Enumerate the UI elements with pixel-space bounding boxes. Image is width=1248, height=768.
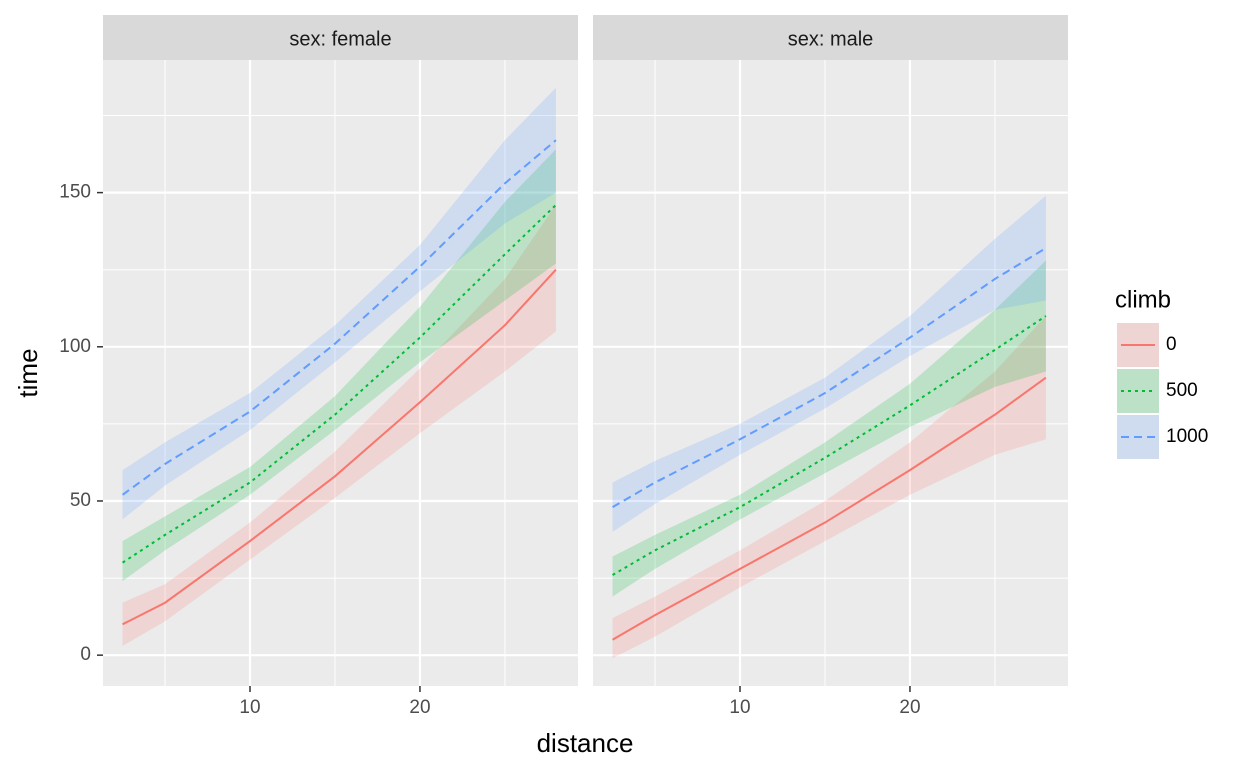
ribbon bbox=[612, 260, 1046, 597]
y-tick-label: 50 bbox=[70, 490, 91, 511]
panel-title: sex: male bbox=[788, 28, 874, 50]
strip bbox=[103, 15, 578, 60]
line bbox=[612, 376, 1047, 641]
line bbox=[612, 315, 1047, 576]
legend-label: 1000 bbox=[1166, 426, 1208, 447]
line bbox=[612, 247, 1047, 509]
y-tick-label: 0 bbox=[80, 644, 91, 665]
y-tick-label: 100 bbox=[59, 336, 91, 357]
legend-title: climb bbox=[1115, 286, 1171, 313]
panel-background bbox=[593, 60, 1068, 686]
line bbox=[122, 269, 557, 626]
y-tick-label: 150 bbox=[59, 182, 91, 203]
panel-title: sex: female bbox=[289, 28, 391, 50]
legend-label: 500 bbox=[1166, 380, 1198, 401]
plot-area bbox=[121, 87, 557, 646]
x-tick-label: 10 bbox=[729, 697, 750, 718]
ribbon bbox=[122, 87, 556, 520]
x-tick-label: 20 bbox=[899, 697, 920, 718]
ribbon bbox=[612, 315, 1046, 659]
legend-label: 0 bbox=[1166, 334, 1177, 355]
line bbox=[121, 204, 557, 564]
x-axis-label: distance bbox=[537, 728, 634, 758]
strip bbox=[593, 15, 1068, 60]
ribbon bbox=[612, 195, 1046, 532]
x-tick-label: 20 bbox=[409, 697, 430, 718]
y-axis-label: time bbox=[13, 348, 43, 397]
ribbon bbox=[122, 149, 556, 582]
line bbox=[121, 139, 557, 496]
x-tick-label: 10 bbox=[239, 697, 260, 718]
panel-background bbox=[103, 60, 578, 686]
plot-area bbox=[612, 195, 1047, 659]
